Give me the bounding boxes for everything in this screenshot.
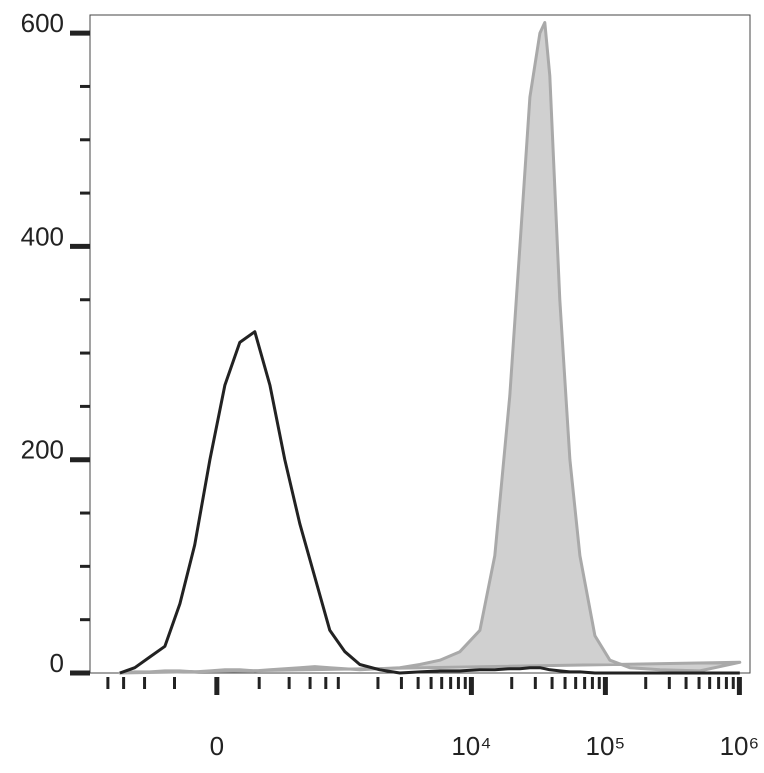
histogram-line: [118, 21, 742, 675]
x-tick-label: 0: [210, 731, 224, 761]
y-tick-label: 400: [21, 221, 64, 251]
y-tick-label: 600: [21, 8, 64, 38]
plot-frame: [89, 14, 751, 674]
x-tick-label: 10⁵: [586, 731, 626, 761]
x-tick-label: 10⁴: [451, 731, 491, 761]
y-tick-label: 200: [21, 435, 64, 465]
x-tick-label: 10⁶: [720, 731, 760, 761]
histogram-line: [119, 330, 740, 675]
y-tick-label: 0: [50, 648, 64, 678]
